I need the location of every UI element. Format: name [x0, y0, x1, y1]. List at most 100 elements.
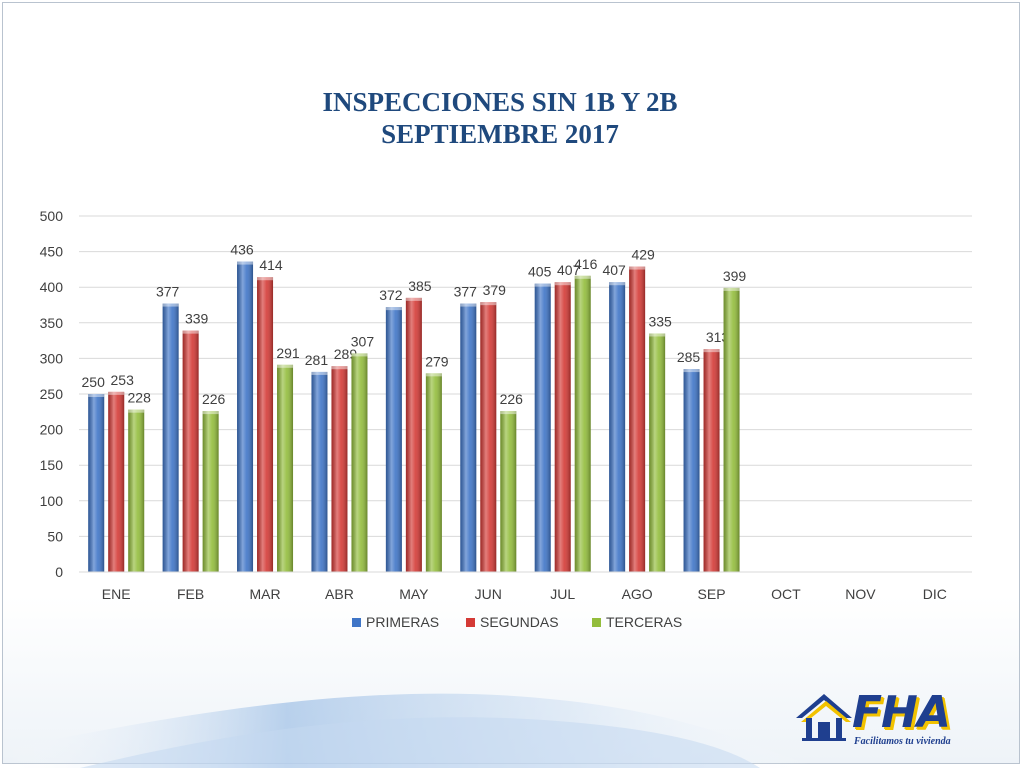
data-label: 291 — [276, 345, 300, 361]
data-label: 407 — [602, 262, 626, 278]
y-tick-label: 350 — [40, 315, 64, 331]
bar-cap — [162, 303, 179, 307]
data-label: 372 — [379, 287, 403, 303]
bar-shade — [202, 411, 219, 572]
bar-shade — [683, 369, 700, 572]
data-label: 379 — [483, 282, 507, 298]
x-tick-label: MAR — [249, 586, 280, 602]
legend-label: SEGUNDAS — [480, 614, 559, 630]
y-tick-label: 150 — [40, 457, 64, 473]
bar-shade — [108, 391, 125, 572]
bar-shade — [277, 364, 294, 572]
data-label: 416 — [574, 256, 598, 272]
y-tick-label: 0 — [55, 564, 63, 580]
bar-cap — [331, 366, 348, 370]
y-tick-label: 200 — [40, 422, 64, 438]
data-label: 226 — [500, 391, 524, 407]
fha-logo: FHA Facilitamos tu vivienda — [794, 690, 1000, 750]
bar-cap — [237, 261, 254, 265]
bar-shade — [128, 409, 145, 572]
data-label: 399 — [723, 268, 747, 284]
data-label: 339 — [185, 311, 209, 327]
bar-cap — [351, 353, 368, 357]
x-tick-label: JUN — [475, 586, 502, 602]
bar-cap — [405, 297, 422, 301]
bar-shade — [629, 266, 646, 572]
data-label: 285 — [677, 349, 701, 365]
bar-cap — [108, 391, 125, 395]
y-tick-label: 500 — [40, 208, 64, 224]
data-label: 429 — [631, 247, 655, 263]
bar-cap — [500, 411, 517, 415]
data-label: 226 — [202, 391, 226, 407]
bar-shade — [351, 353, 368, 572]
y-tick-label: 250 — [40, 386, 64, 402]
bar-cap — [649, 333, 666, 337]
bar-cap — [703, 349, 720, 353]
bar-shade — [703, 349, 720, 572]
chart-title-line1: INSPECCIONES SIN 1B Y 2B — [322, 87, 678, 117]
legend-swatch — [352, 618, 361, 627]
bar-shade — [405, 297, 422, 572]
data-label: 281 — [305, 352, 329, 368]
bar-cap — [182, 330, 199, 334]
bar-shade — [609, 282, 626, 572]
bar-shade — [88, 394, 105, 572]
bar-cap — [128, 409, 145, 413]
bar-cap — [534, 283, 551, 287]
legend-label: PRIMERAS — [366, 614, 439, 630]
bar-cap — [425, 373, 442, 377]
legend-swatch — [592, 618, 601, 627]
bar-shade — [425, 373, 442, 572]
x-tick-label: FEB — [177, 586, 204, 602]
data-label: 385 — [408, 278, 432, 294]
bar-cap — [629, 266, 646, 270]
chart-title-line2: SEPTIEMBRE 2017 — [381, 119, 619, 149]
bar-shade — [574, 275, 591, 572]
bar-cap — [460, 303, 477, 307]
logo-slogan: Facilitamos tu vivienda — [854, 736, 951, 747]
bar-shade — [460, 303, 477, 572]
x-tick-label: JUL — [550, 586, 575, 602]
x-tick-label: DIC — [923, 586, 947, 602]
bar-shade — [182, 330, 199, 572]
bar-shade — [257, 277, 274, 572]
bar-shade — [500, 411, 517, 572]
bar-cap — [385, 307, 402, 311]
data-label: 377 — [156, 284, 180, 300]
x-tick-label: MAY — [399, 586, 429, 602]
bar-cap — [683, 369, 700, 373]
bar-shade — [534, 283, 551, 572]
data-label: 307 — [351, 333, 375, 349]
bar-cap — [480, 302, 497, 306]
legend-swatch — [466, 618, 475, 627]
data-label: 405 — [528, 264, 552, 280]
x-tick-label: ENE — [102, 586, 131, 602]
decorative-wave — [0, 693, 820, 768]
bar-shade — [162, 303, 179, 572]
house-icon — [796, 694, 852, 741]
bar-cap — [574, 275, 591, 279]
bar-shade — [237, 261, 254, 572]
data-label: 279 — [425, 353, 449, 369]
x-tick-label: OCT — [771, 586, 801, 602]
data-label: 407 — [557, 262, 581, 278]
x-tick-label: ABR — [325, 586, 354, 602]
bar-cap — [202, 411, 219, 415]
x-tick-label: SEP — [698, 586, 726, 602]
bar-shade — [311, 371, 328, 572]
logo-wordmark: FHA — [852, 687, 951, 738]
chart-title: INSPECCIONES SIN 1B Y 2B SEPTIEMBRE 2017 — [0, 86, 1000, 150]
data-label: 335 — [648, 313, 672, 329]
y-tick-label: 100 — [40, 493, 64, 509]
bar-shade — [554, 282, 571, 572]
bar-shade — [723, 287, 740, 572]
bar-shade — [480, 302, 497, 572]
y-tick-label: 450 — [40, 244, 64, 260]
bar-cap — [554, 282, 571, 286]
data-label: 250 — [82, 374, 106, 390]
data-label: 253 — [111, 372, 135, 388]
y-tick-label: 400 — [40, 279, 64, 295]
y-tick-label: 50 — [47, 528, 63, 544]
